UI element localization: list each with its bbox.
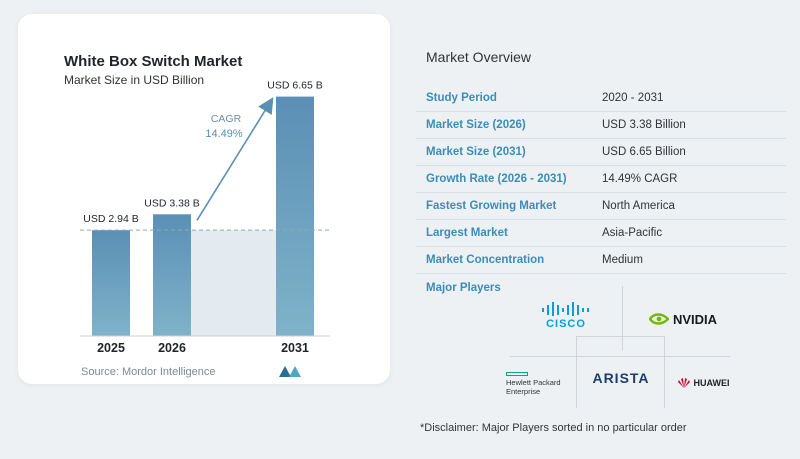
bar	[92, 230, 130, 336]
huawei-logo: HUAWEI	[668, 372, 738, 394]
growth-band	[191, 230, 276, 336]
table-row: Largest Market Asia-Pacific	[416, 220, 786, 247]
cagr-value: 14.49%	[205, 128, 243, 140]
row-value: USD 3.38 Billion	[602, 119, 686, 131]
chart-subtitle: Market Size in USD Billion	[64, 73, 205, 87]
row-key: Largest Market	[426, 227, 508, 239]
row-key: Study Period	[426, 92, 497, 104]
arista-logo: ARISTA	[578, 358, 664, 398]
table-row: Fastest Growing Market North America	[416, 193, 786, 220]
row-value: Asia-Pacific	[602, 227, 663, 239]
major-players-title: Major Players	[426, 282, 501, 294]
row-value: USD 6.65 Billion	[602, 146, 686, 158]
cisco-logo: CISCO	[526, 296, 606, 336]
x-tick-label: 2025	[97, 341, 125, 355]
nvidia-text: NVIDIA	[672, 311, 718, 327]
table-row: Market Size (2031) USD 6.65 Billion	[416, 139, 786, 166]
bar	[153, 214, 191, 336]
row-key: Market Concentration	[426, 254, 545, 266]
row-value: Medium	[602, 254, 643, 266]
row-key: Fastest Growing Market	[426, 200, 557, 212]
table-row: Growth Rate (2026 - 2031) 14.49% CAGR	[416, 166, 786, 193]
table-row: Market Concentration Medium	[416, 247, 786, 274]
grid-divider	[622, 286, 623, 350]
data-label: USD 6.65 B	[267, 80, 322, 92]
cisco-bridge-icon	[542, 302, 589, 316]
cisco-text: CISCO	[546, 318, 586, 330]
huawei-flower-icon	[677, 378, 690, 388]
row-key: Growth Rate (2026 - 2031)	[426, 173, 567, 185]
huawei-text: HUAWEI	[693, 378, 730, 388]
mordor-logo-icon	[279, 366, 301, 377]
data-label: USD 2.94 B	[83, 213, 138, 225]
bar-chart: USD 2.94 B USD 3.38 B USD 6.65 B 2025 2026 20…	[80, 80, 330, 355]
x-tick-label: 2026	[158, 341, 186, 355]
row-value: 14.49% CAGR	[602, 173, 678, 185]
row-value: North America	[602, 200, 675, 212]
source-text: Source: Mordor Intelligence	[81, 366, 216, 378]
overview-title: Market Overview	[426, 49, 532, 65]
x-tick-label: 2031	[281, 341, 309, 355]
nvidia-logo: NVIDIA	[638, 304, 728, 334]
nvidia-eye-icon	[648, 313, 669, 325]
table-row: Study Period 2020 - 2031	[416, 85, 786, 112]
overview-table: Study Period 2020 - 2031 Market Size (202…	[416, 85, 786, 274]
grid-divider	[576, 336, 665, 337]
disclaimer-text: *Disclaimer: Major Players sorted in no …	[420, 422, 687, 434]
cagr-label: CAGR	[211, 113, 242, 125]
hpe-element-icon	[506, 372, 528, 376]
arista-text: ARISTA	[592, 370, 650, 386]
market-overview-panel: Market Overview Study Period 2020 - 2031 …	[406, 28, 786, 448]
data-label: USD 3.38 B	[144, 197, 199, 209]
hpe-text-line2: Enterprise	[506, 387, 541, 396]
grid-divider	[510, 356, 730, 357]
grid-divider	[576, 336, 577, 408]
grid-divider	[664, 336, 665, 408]
row-value: 2020 - 2031	[602, 92, 664, 104]
cagr-arrow	[196, 97, 274, 221]
row-key: Market Size (2031)	[426, 146, 526, 158]
row-key: Market Size (2026)	[426, 119, 526, 131]
hpe-text-line1: Hewlett Packard	[506, 378, 561, 387]
hpe-logo: Hewlett Packard Enterprise	[506, 364, 576, 404]
table-row: Market Size (2026) USD 3.38 Billion	[416, 112, 786, 139]
chart-title: White Box Switch Market	[64, 53, 243, 70]
bar	[276, 96, 314, 336]
